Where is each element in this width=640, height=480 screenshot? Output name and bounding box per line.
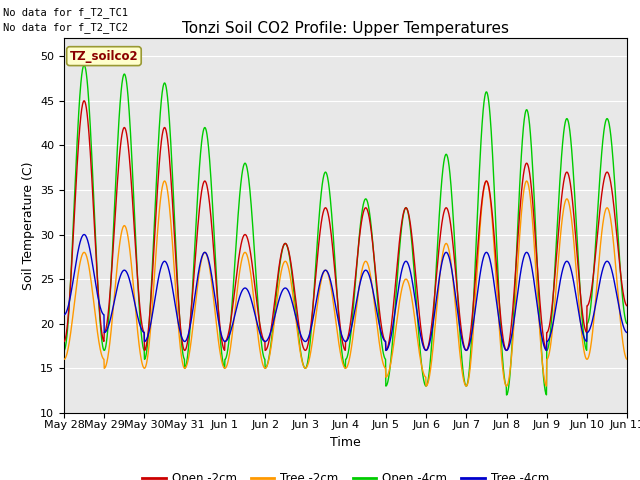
Title: Tonzi Soil CO2 Profile: Upper Temperatures: Tonzi Soil CO2 Profile: Upper Temperatur… bbox=[182, 21, 509, 36]
Y-axis label: Soil Temperature (C): Soil Temperature (C) bbox=[22, 161, 35, 290]
Text: No data for f_T2_TC2: No data for f_T2_TC2 bbox=[3, 22, 128, 33]
Legend: Open -2cm, Tree -2cm, Open -4cm, Tree -4cm: Open -2cm, Tree -2cm, Open -4cm, Tree -4… bbox=[138, 468, 554, 480]
X-axis label: Time: Time bbox=[330, 436, 361, 449]
Text: No data for f_T2_TC1: No data for f_T2_TC1 bbox=[3, 7, 128, 18]
Text: TZ_soilco2: TZ_soilco2 bbox=[70, 49, 138, 62]
